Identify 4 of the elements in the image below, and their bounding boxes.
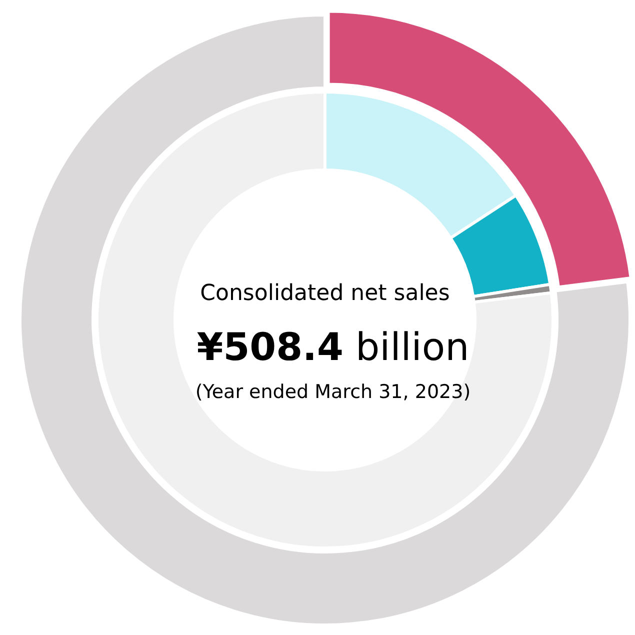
- text: (Year ended March 31, 2023): [195, 381, 471, 403]
- donut-slice: [96, 90, 554, 550]
- text: ¥508.4 billion: [196, 325, 470, 369]
- text: Consolidated net sales: [200, 281, 450, 306]
